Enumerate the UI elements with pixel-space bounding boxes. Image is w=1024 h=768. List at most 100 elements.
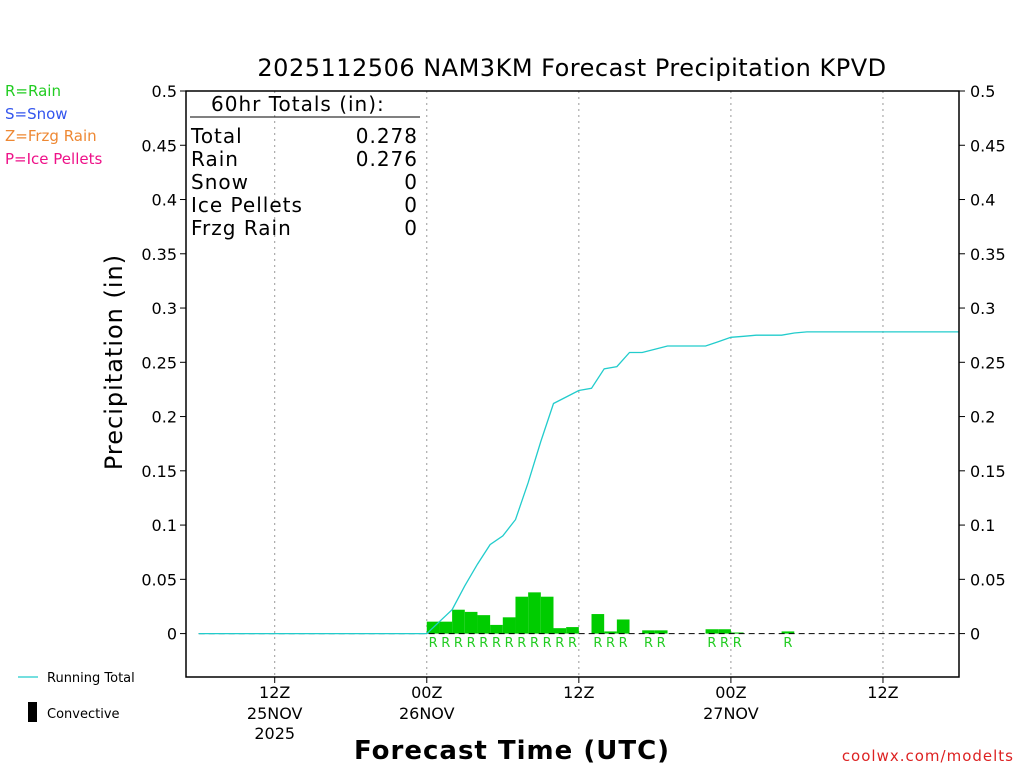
- x-tick-date: 27NOV: [703, 704, 759, 723]
- precip-type-letter: R: [707, 636, 716, 651]
- totals-row-value: 0: [404, 193, 418, 217]
- y-tick-label-left: 0.15: [141, 462, 177, 481]
- precip-bar: [781, 631, 795, 634]
- precip-type-letter: R: [619, 636, 628, 651]
- precip-bar: [540, 596, 554, 634]
- y-tick-label-left: 0.05: [141, 570, 177, 589]
- x-tick-label: 12Z: [563, 683, 594, 702]
- precip-bar: [591, 614, 605, 634]
- precip-type-letter: R: [479, 636, 488, 651]
- precip-type-letter: R: [454, 636, 463, 651]
- legend-ice-label: P=Ice Pellets: [5, 150, 103, 168]
- bar-series: [426, 592, 795, 634]
- precip-type-letter: R: [543, 636, 552, 651]
- precip-bar: [528, 592, 541, 634]
- y-tick-label-left: 0.25: [141, 353, 177, 372]
- precip-type-letter: R: [505, 636, 514, 651]
- y-tick-label-right: 0.2: [970, 408, 995, 427]
- precip-bar: [502, 617, 516, 634]
- y-tick-label-left: 0.5: [152, 82, 177, 101]
- running-total-legend-label: Running Total: [47, 671, 135, 686]
- plot-frame: [185, 90, 960, 678]
- y-tick-label-left: 0: [167, 625, 177, 644]
- precip-bar: [705, 629, 719, 634]
- y-tick-label-right: 0.05: [970, 570, 1006, 589]
- y-tick-label-right: 0.35: [970, 245, 1006, 264]
- precip-bar: [718, 629, 731, 634]
- x-tick-date: 26NOV: [399, 704, 455, 723]
- precip-type-letter: R: [517, 636, 526, 651]
- convective-legend-label: Convective: [47, 707, 120, 722]
- precip-bar: [477, 615, 491, 634]
- y-tick-label-left: 0.1: [152, 516, 177, 535]
- running-total-line: [198, 331, 959, 635]
- precip-bar: [490, 624, 503, 634]
- precip-bar: [616, 619, 630, 634]
- y-tick-label-left: 0.45: [141, 136, 177, 155]
- totals-row-label: Frzg Rain: [191, 216, 292, 240]
- grid-lines: [274, 91, 884, 677]
- precip-type-letter: R: [720, 636, 729, 651]
- precip-bar: [566, 627, 579, 634]
- precip-bar: [642, 630, 655, 634]
- convective-swatch: [28, 702, 37, 722]
- y-tick-label-right: 0.15: [970, 462, 1006, 481]
- precip-type-letter: R: [492, 636, 501, 651]
- y-tick-label-left: 0.3: [152, 299, 177, 318]
- x-tick-label: 12Z: [867, 683, 898, 702]
- precip-bar: [515, 596, 529, 634]
- precip-type-letter: R: [644, 636, 653, 651]
- x-tick-label: 12Z: [259, 683, 290, 702]
- precip-type-letter: R: [441, 636, 450, 651]
- y-axis-ticks: 0 00.05 0.050.1 0.10.15 0.150.2 0.20.25 0.250.…: [141, 82, 1005, 644]
- x-axis-label: Forecast Time (UTC): [354, 736, 670, 766]
- y-tick-label-right: 0.5: [970, 82, 995, 101]
- legend-frzg-label: Z=Frzg Rain: [5, 127, 97, 145]
- totals-header: 60hr Totals (in):: [211, 92, 385, 116]
- totals-row-value: 0: [404, 216, 418, 240]
- precip-type-letter: R: [783, 636, 792, 651]
- chart-title: 2025112506 NAM3KM Forecast Precipitation…: [257, 54, 886, 82]
- y-tick-label-right: 0.4: [970, 191, 995, 210]
- legend-ice-pellets: P=Ice Pellets: [5, 150, 102, 168]
- legend-snow: S=Snow: [5, 105, 68, 123]
- totals-row-value: 0: [404, 170, 418, 194]
- y-tick-label-left: 0.2: [152, 408, 177, 427]
- y-tick-label-right: 0.1: [970, 516, 995, 535]
- precip-type-letter: R: [429, 636, 438, 651]
- legend-rain: R=Rain: [5, 82, 61, 100]
- legend-frzg-rain: Z=Frzg Rain: [5, 127, 97, 145]
- credit-text: coolwx.com/modelts: [842, 747, 1014, 765]
- y-tick-label-right: 0: [970, 625, 980, 644]
- y-axis-label: Precipitation (in): [100, 254, 128, 470]
- precip-bar: [730, 632, 744, 634]
- precip-bar: [553, 628, 567, 634]
- x-tick-year: 2025: [254, 724, 295, 743]
- precip-type-letter: R: [606, 636, 615, 651]
- totals-row-label: Rain: [191, 147, 239, 171]
- x-tick-label: 00Z: [715, 683, 746, 702]
- y-tick-label-right: 0.25: [970, 353, 1006, 372]
- footer-legend: Running Total Convective: [18, 671, 135, 722]
- totals-row-label: Total: [190, 124, 243, 148]
- legend-rain-label: R=Rain: [5, 82, 61, 100]
- precip-type-letter: R: [555, 636, 564, 651]
- precip-bar: [654, 630, 668, 634]
- totals-row-value: 0.278: [356, 124, 418, 148]
- precip-type-letter: R: [530, 636, 539, 651]
- precip-type-letter: R: [568, 636, 577, 651]
- precip-type-letter: R: [733, 636, 742, 651]
- precip-bar: [452, 609, 465, 634]
- y-tick-label-right: 0.45: [970, 136, 1006, 155]
- precip-type-letter: R: [593, 636, 602, 651]
- totals-row-label: Snow: [191, 170, 249, 194]
- x-tick-label: 00Z: [411, 683, 442, 702]
- precip-bar: [464, 611, 478, 634]
- legend-snow-label: S=Snow: [5, 105, 68, 123]
- precip-type-letter: R: [657, 636, 666, 651]
- precip-bar: [439, 621, 453, 634]
- x-tick-date: 25NOV: [247, 704, 303, 723]
